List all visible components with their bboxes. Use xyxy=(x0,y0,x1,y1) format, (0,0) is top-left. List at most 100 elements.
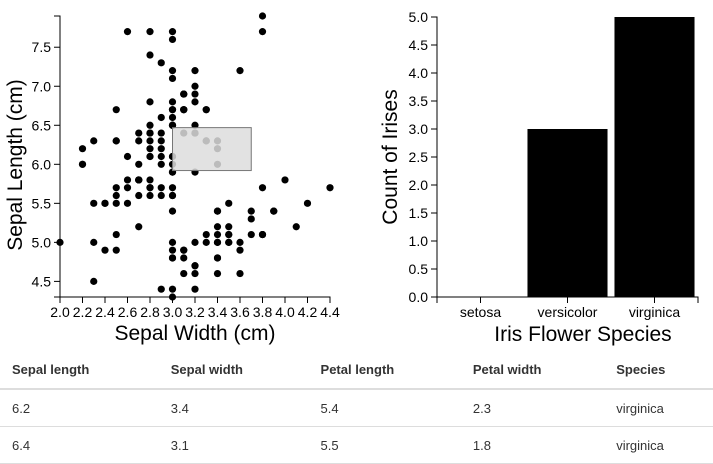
scatter-point xyxy=(146,191,154,200)
scatter-point xyxy=(213,230,222,239)
bar-y-axis-title: Count of Irises xyxy=(379,89,402,224)
scatter-x-tick-label: 4.2 xyxy=(298,304,318,320)
scatter-point xyxy=(303,199,312,207)
scatter-y-axis: 4.5 5.0 5.5 6.0 6.5 7.0 7.5 xyxy=(32,15,61,298)
scatter-x-tick-label: 3.4 xyxy=(208,304,228,320)
scatter-point xyxy=(258,184,267,192)
header-petal-length: Petal length xyxy=(308,350,461,390)
scatter-point xyxy=(157,184,165,192)
bar-virginica xyxy=(614,17,695,297)
scatter-point xyxy=(258,28,267,36)
scatter-point xyxy=(225,230,233,239)
scatter-point xyxy=(146,152,154,161)
scatter-x-tick-label: 2.0 xyxy=(50,304,70,320)
scatter-point xyxy=(157,113,165,122)
scatter-point xyxy=(112,191,120,200)
header-sepal-width: Sepal width xyxy=(158,350,309,390)
scatter-point xyxy=(101,246,109,254)
table-cell: 5.4 xyxy=(308,389,461,427)
scatter-point xyxy=(157,160,165,168)
scatter-point xyxy=(112,199,120,207)
scatter-y-axis-line xyxy=(54,15,61,298)
scatter-point xyxy=(258,12,267,20)
scatter-point xyxy=(90,238,98,246)
header-sepal-length: Sepal length xyxy=(0,350,159,390)
scatter-point xyxy=(326,184,334,192)
bar-y-tick-label: 2.0 xyxy=(409,177,429,193)
charts-area: 2.0 2.2 2.4 2.6 2.8 3.0 3.2 3.4 3.6 3.8 4.0 4.2 4.4 … xyxy=(4,9,699,346)
scatter-point xyxy=(213,223,222,231)
scatter-point xyxy=(247,207,255,215)
scatter-brush-selection[interactable] xyxy=(172,127,252,172)
table-row: 6.2 3.4 5.4 2.3 virginica xyxy=(0,389,713,427)
scatter-point xyxy=(78,145,87,153)
scatter-point xyxy=(168,246,177,254)
iris-data-table: Sepal length Sepal width Petal length Pe… xyxy=(0,350,713,464)
table-body: 6.2 3.4 5.4 2.3 virginica 6.4 3.1 5.5 1.… xyxy=(0,389,713,464)
scatter-x-tick-label: 2.8 xyxy=(140,304,160,320)
scatter-point xyxy=(146,129,154,137)
scatter-point xyxy=(180,246,188,254)
scatter-point xyxy=(146,145,154,153)
scatter-y-tick-label: 7.0 xyxy=(32,78,52,94)
scatter-y-tick-label: 6.5 xyxy=(32,117,52,133)
scatter-point xyxy=(213,269,222,278)
table-cell: 6.2 xyxy=(0,389,159,427)
scatter-point xyxy=(135,160,143,168)
scatter-point xyxy=(168,106,177,114)
scatter-point xyxy=(135,129,143,137)
scatter-x-axis: 2.0 2.2 2.4 2.6 2.8 3.0 3.2 3.4 3.6 3.8 4.0 4.2 4.4 xyxy=(50,296,340,320)
scatter-point xyxy=(258,230,267,239)
scatter-point xyxy=(236,269,244,278)
scatter-point xyxy=(168,67,177,75)
bar-versicolor xyxy=(527,129,608,297)
bar-x-axis: setosa versicolor virginica xyxy=(436,296,699,320)
bar-y-tick-label: 0.0 xyxy=(409,289,429,305)
scatter-point xyxy=(180,254,188,262)
scatter-point xyxy=(157,129,165,137)
scatter-point xyxy=(157,191,165,200)
scatter-point xyxy=(146,121,154,129)
header-species: Species xyxy=(604,350,713,390)
scatter-point xyxy=(191,285,199,293)
bar-x-tick-label: setosa xyxy=(460,304,501,320)
scatter-point xyxy=(191,90,199,98)
scatter-point xyxy=(225,238,233,246)
scatter-x-tick-label: 2.2 xyxy=(73,304,93,320)
scatter-point xyxy=(112,184,120,192)
scatter-point xyxy=(191,82,199,90)
scatter-y-tick-label: 5.5 xyxy=(32,195,52,211)
scatter-point xyxy=(146,98,154,106)
bar-y-axis: 0.0 0.5 1.0 1.5 2.0 2.5 3.0 3.5 4.0 4.5 5.0 xyxy=(409,9,438,305)
scatter-point xyxy=(225,223,233,231)
bar-chart: setosa versicolor virginica 0.0 0.5 1.0 1.5 2.… xyxy=(379,9,699,346)
scatter-point xyxy=(157,137,165,145)
scatter-point xyxy=(135,191,143,200)
scatter-point xyxy=(168,254,177,262)
scatter-point xyxy=(191,238,199,246)
scatter-point xyxy=(112,246,120,254)
scatter-point xyxy=(123,152,132,161)
bar-y-tick-label: 5.0 xyxy=(409,9,429,25)
table-cell: 3.4 xyxy=(158,389,309,427)
scatter-x-tick-label: 4.0 xyxy=(275,304,295,320)
scatter-point xyxy=(236,67,244,75)
scatter-point xyxy=(247,215,255,223)
scatter-point xyxy=(168,113,177,122)
scatter-point xyxy=(157,152,165,161)
bar-y-tick-label: 0.5 xyxy=(409,261,429,277)
scatter-point xyxy=(146,176,154,184)
scatter-point xyxy=(146,51,154,59)
scatter-point xyxy=(202,238,210,246)
bar-y-tick-label: 1.0 xyxy=(409,233,429,249)
scatter-point xyxy=(168,285,177,293)
scatter-point xyxy=(123,184,132,192)
scatter-point xyxy=(112,230,120,239)
scatter-point xyxy=(180,90,188,98)
scatter-point xyxy=(191,121,199,129)
bar-x-tick-label: versicolor xyxy=(538,304,598,320)
scatter-point xyxy=(90,277,98,285)
scatter-x-tick-label: 3.6 xyxy=(230,304,250,320)
bar-y-tick-label: 3.0 xyxy=(409,121,429,137)
bar-y-tick-label: 1.5 xyxy=(409,205,429,221)
